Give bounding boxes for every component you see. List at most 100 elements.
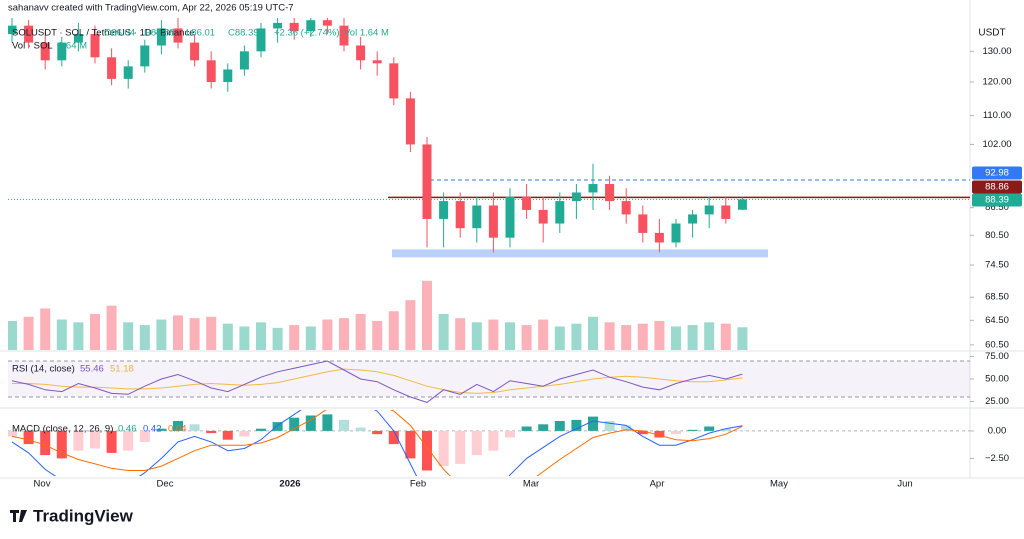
signal-line xyxy=(11,410,743,476)
vol-legend-value: 1.64 M xyxy=(58,41,87,52)
candle-body xyxy=(140,45,150,67)
volume-bar xyxy=(173,315,183,350)
y-tick-label: 80.50 xyxy=(985,230,1009,241)
volume-bar xyxy=(23,316,34,350)
volume-bar xyxy=(189,318,200,350)
volume-bar xyxy=(40,308,51,350)
macd-histogram xyxy=(554,421,565,431)
volume-bar xyxy=(8,320,17,350)
x-tick-label: 2026 xyxy=(279,479,300,490)
macd-histogram xyxy=(604,421,615,431)
macd-histogram xyxy=(372,430,383,435)
macd-histogram xyxy=(8,430,17,437)
candle-body xyxy=(107,57,117,79)
ohlc-legend: O86.04 H88.88 L86.01 C88.39 +2.36 (+2.74%) Vo… xyxy=(104,28,389,39)
y-tick-label: 102.00 xyxy=(982,139,1011,150)
y-tick-label: 130.00 xyxy=(982,46,1011,57)
volume-bar xyxy=(422,280,432,350)
candle-body xyxy=(322,20,332,26)
macd-histogram xyxy=(422,430,432,471)
candle-body xyxy=(123,66,133,79)
macd-histogram xyxy=(671,430,681,435)
macd-histogram xyxy=(272,422,283,431)
volume-bar xyxy=(123,322,134,350)
candle-body xyxy=(737,199,747,210)
ohlc-value: L86.01 xyxy=(186,28,215,39)
x-tick-label: Apr xyxy=(650,479,665,490)
volume-bar xyxy=(222,323,233,350)
macd-histogram xyxy=(156,428,167,431)
candle-body xyxy=(555,201,565,224)
macd-histogram xyxy=(571,419,582,431)
y-tick-label: 75.00 xyxy=(985,351,1009,362)
macd-histogram xyxy=(289,417,300,431)
volume-bar xyxy=(388,311,399,350)
macd-histogram xyxy=(405,430,416,459)
macd-pane xyxy=(8,410,970,476)
macd-line-value: 0.42 xyxy=(143,424,162,435)
candle-body xyxy=(422,144,432,219)
volume-bar xyxy=(322,319,333,350)
volume-bar xyxy=(588,316,598,350)
volume-bar xyxy=(538,319,549,350)
candle-body xyxy=(654,232,664,243)
candle-body xyxy=(439,201,449,219)
candle-body xyxy=(8,25,17,35)
rsi-ma-line xyxy=(12,368,743,394)
volume-bar xyxy=(455,318,466,350)
volume-bar xyxy=(571,323,582,350)
candle-body xyxy=(389,63,399,99)
logo-dot xyxy=(21,510,25,514)
candle-body xyxy=(339,25,349,46)
macd-histogram xyxy=(720,428,731,431)
x-tick-label: Dec xyxy=(157,479,174,490)
price-tag xyxy=(972,193,1022,207)
macd-histogram xyxy=(23,430,34,445)
rsi-value: 55.46 xyxy=(80,364,104,375)
candle-body xyxy=(306,20,316,32)
candle-body xyxy=(522,196,532,210)
candle-body xyxy=(206,60,216,83)
macd-histogram xyxy=(239,430,250,437)
candle-body xyxy=(638,214,648,233)
price-pane xyxy=(8,18,970,350)
macd-histogram xyxy=(173,421,183,431)
ohlc-value: O86.04 xyxy=(104,28,135,39)
candle-body xyxy=(256,28,266,52)
macd-histogram xyxy=(90,430,100,449)
price-tag xyxy=(972,166,1022,180)
volume-bar xyxy=(256,322,266,350)
volume-bar xyxy=(621,325,632,350)
candle-body xyxy=(239,51,249,70)
macd-hist-value: 0.46 xyxy=(118,424,137,435)
candle-body xyxy=(588,184,598,193)
macd-title: MACD (close, 12, 26, 9) xyxy=(12,424,113,435)
ohlc-value: +2.36 (+2.74%) xyxy=(274,28,340,39)
volume-bar xyxy=(139,325,150,350)
macd-histogram xyxy=(505,430,515,438)
candle-body xyxy=(273,22,283,29)
y-tick-label: 110.00 xyxy=(983,110,1011,121)
price-tag-label: 88.39 xyxy=(985,195,1009,206)
candle-body xyxy=(356,45,366,61)
ohlc-value: H88.88 xyxy=(144,28,175,39)
volume-bar xyxy=(654,320,665,350)
macd-histogram xyxy=(438,430,449,467)
y-tick-label: 50.00 xyxy=(985,374,1009,385)
volume-bar xyxy=(289,325,300,350)
macd-histogram xyxy=(305,415,316,431)
volume-bar xyxy=(671,326,681,350)
x-tick-label: Jun xyxy=(897,479,912,490)
volume-bar xyxy=(206,316,217,350)
volume-bar xyxy=(554,326,565,350)
volume-bar xyxy=(305,326,316,350)
candle-body xyxy=(472,205,482,229)
candle-body xyxy=(24,25,34,43)
candle-body xyxy=(40,42,50,61)
ohlc-value: Vol 1.64 M xyxy=(344,28,389,39)
logo xyxy=(10,510,27,522)
y-tick-label: 64.50 xyxy=(985,315,1009,326)
macd-histogram xyxy=(654,430,665,438)
macd-histogram xyxy=(471,430,482,456)
macd-histogram xyxy=(339,419,349,431)
